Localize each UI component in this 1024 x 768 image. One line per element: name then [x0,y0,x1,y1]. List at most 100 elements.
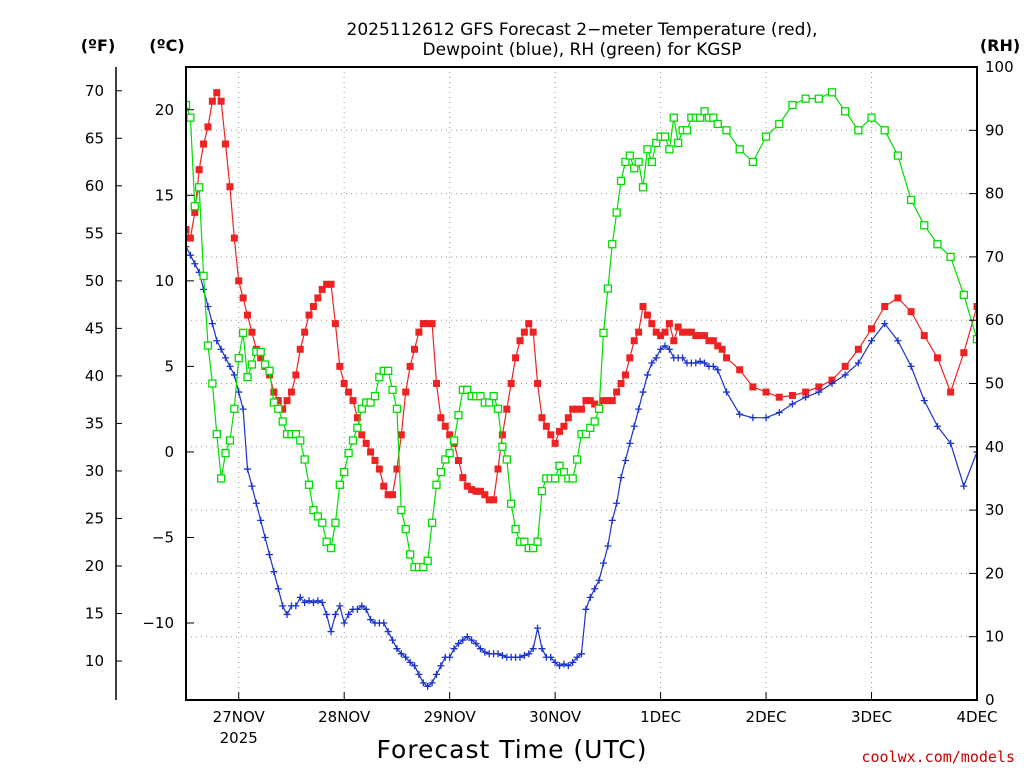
dewpoint-point [345,610,353,618]
fahrenheit-tick-label: 40 [85,367,104,385]
temperature-point [534,380,542,387]
temperature-point [270,388,278,396]
dewpoint-point [265,551,273,559]
dewpoint-point [538,645,546,653]
rh-point [256,347,265,357]
dewpoint-point [920,397,928,405]
dewpoint-point [582,605,590,613]
rh-point [814,94,823,103]
temperature-point [208,97,216,105]
rh-point [801,94,810,103]
dewpoint-point [384,628,392,636]
rh-point [933,240,942,249]
temperature-point [432,380,440,387]
x-tick-label: 27NOV [213,708,266,726]
temperature-point [626,354,634,362]
rh-point [625,151,634,160]
dewpoint-point [709,362,717,370]
dewpoint-point [815,388,823,396]
dewpoint-point [270,568,278,576]
temperature-point [762,388,770,396]
rh-point [946,252,955,262]
rh-point [221,448,230,458]
temperature-point [556,427,564,435]
dewpoint-point [648,359,656,367]
rh-point [652,138,661,148]
x-tick-label: 4DEC [956,708,997,726]
dewpoint-point [556,662,564,670]
rh-tick-label: 0 [985,691,995,709]
temperature-point [204,123,212,131]
temperature-point [375,465,383,473]
rh-point [586,423,595,432]
chart-title-line-2: Dewpoint (blue), RH (green) for KGSP [423,40,742,60]
dewpoint-point [736,410,744,418]
temperature-point [973,303,977,311]
rh-point [476,392,485,401]
rh-point [383,366,393,375]
dewpoint-point [437,662,445,670]
temperature-point [230,234,238,242]
rh-point [326,543,336,553]
rh-point [357,404,366,413]
temperature-point [749,383,757,391]
rh-point [269,398,279,407]
dewpoint-point [217,345,225,353]
rh-point [449,436,459,445]
dewpoint-point [657,345,665,353]
dewpoint-point [292,602,300,610]
dewpoint-point [573,653,581,661]
temperature-point [854,345,862,353]
dewpoint-point [907,362,915,370]
dewpoint-point [279,602,287,610]
temperature-point [920,332,928,340]
dewpoint-point [564,662,572,670]
dewpoint-point [868,337,876,345]
temperature-point [287,388,295,396]
dewpoint-point [630,422,638,430]
rh-point [599,328,608,338]
dewpoint-point [775,409,783,417]
temperature-point [635,328,643,336]
dewpoint-point [595,576,603,584]
temperature-point [881,303,889,311]
rh-point [344,448,353,458]
temperature-point [692,332,700,340]
dewpoint-point [604,542,612,550]
dewpoint-point [380,619,388,627]
temperature-point [582,397,590,405]
dewpoint-point [283,610,291,618]
temperature-point [397,431,405,439]
dewpoint-point [468,636,476,644]
temperature-point [424,320,432,328]
dewpoint-point [569,658,577,666]
dewpoint-point [652,354,660,362]
dewpoint-point [397,650,405,658]
temperature-point [362,439,370,447]
dewpoint-point [406,658,414,666]
dewpoint-point [226,362,234,370]
rh-point [186,113,195,122]
rh-point [788,100,797,110]
temperature-point [358,431,366,439]
temperature-point [235,277,243,285]
temperature-point [591,400,599,408]
dewpoint-point [244,465,252,473]
dewpoint-point [987,426,994,433]
dewpoint-point [450,645,458,653]
rh-point [322,537,331,546]
fahrenheit-tick-label: 65 [85,129,104,147]
temperature-point [696,332,704,340]
dewpoint-point [749,414,757,422]
dewpoint-point [463,633,471,641]
dewpoint-point [318,598,326,606]
rh-point [608,240,617,249]
dewpoint-point [854,359,862,367]
dewpoint-point [608,516,616,524]
dewpoint-point [222,354,230,362]
rh-point [581,429,591,439]
rh-point [568,474,577,483]
celsius-unit-label: (ºC) [149,36,184,55]
rh-point [867,113,876,122]
